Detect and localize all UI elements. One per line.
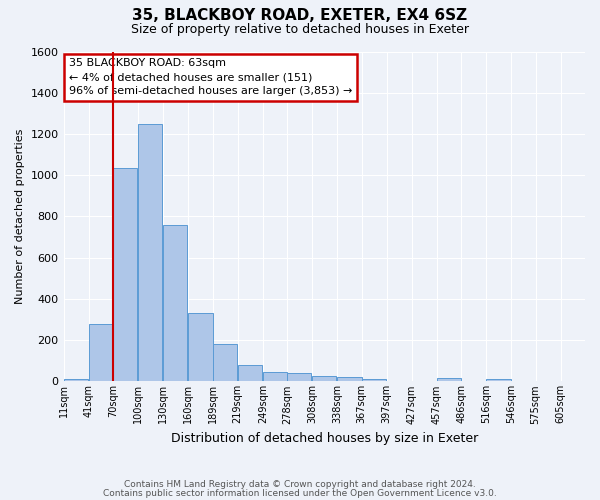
Bar xyxy=(287,373,311,382)
Bar xyxy=(437,378,461,382)
Bar xyxy=(188,314,212,382)
Bar xyxy=(238,365,262,382)
Bar xyxy=(138,124,163,382)
X-axis label: Distribution of detached houses by size in Exeter: Distribution of detached houses by size … xyxy=(170,432,478,445)
Text: 35, BLACKBOY ROAD, EXETER, EX4 6SZ: 35, BLACKBOY ROAD, EXETER, EX4 6SZ xyxy=(133,8,467,22)
Y-axis label: Number of detached properties: Number of detached properties xyxy=(15,129,25,304)
Bar xyxy=(486,379,511,382)
Bar xyxy=(337,377,362,382)
Bar xyxy=(64,380,88,382)
Text: 35 BLACKBOY ROAD: 63sqm
← 4% of detached houses are smaller (151)
96% of semi-de: 35 BLACKBOY ROAD: 63sqm ← 4% of detached… xyxy=(69,58,352,96)
Text: Contains public sector information licensed under the Open Government Licence v3: Contains public sector information licen… xyxy=(103,488,497,498)
Bar xyxy=(263,372,287,382)
Bar xyxy=(312,376,337,382)
Bar xyxy=(212,344,237,382)
Bar xyxy=(89,324,113,382)
Bar xyxy=(163,224,187,382)
Text: Size of property relative to detached houses in Exeter: Size of property relative to detached ho… xyxy=(131,22,469,36)
Bar xyxy=(113,168,137,382)
Text: Contains HM Land Registry data © Crown copyright and database right 2024.: Contains HM Land Registry data © Crown c… xyxy=(124,480,476,489)
Bar xyxy=(362,380,386,382)
